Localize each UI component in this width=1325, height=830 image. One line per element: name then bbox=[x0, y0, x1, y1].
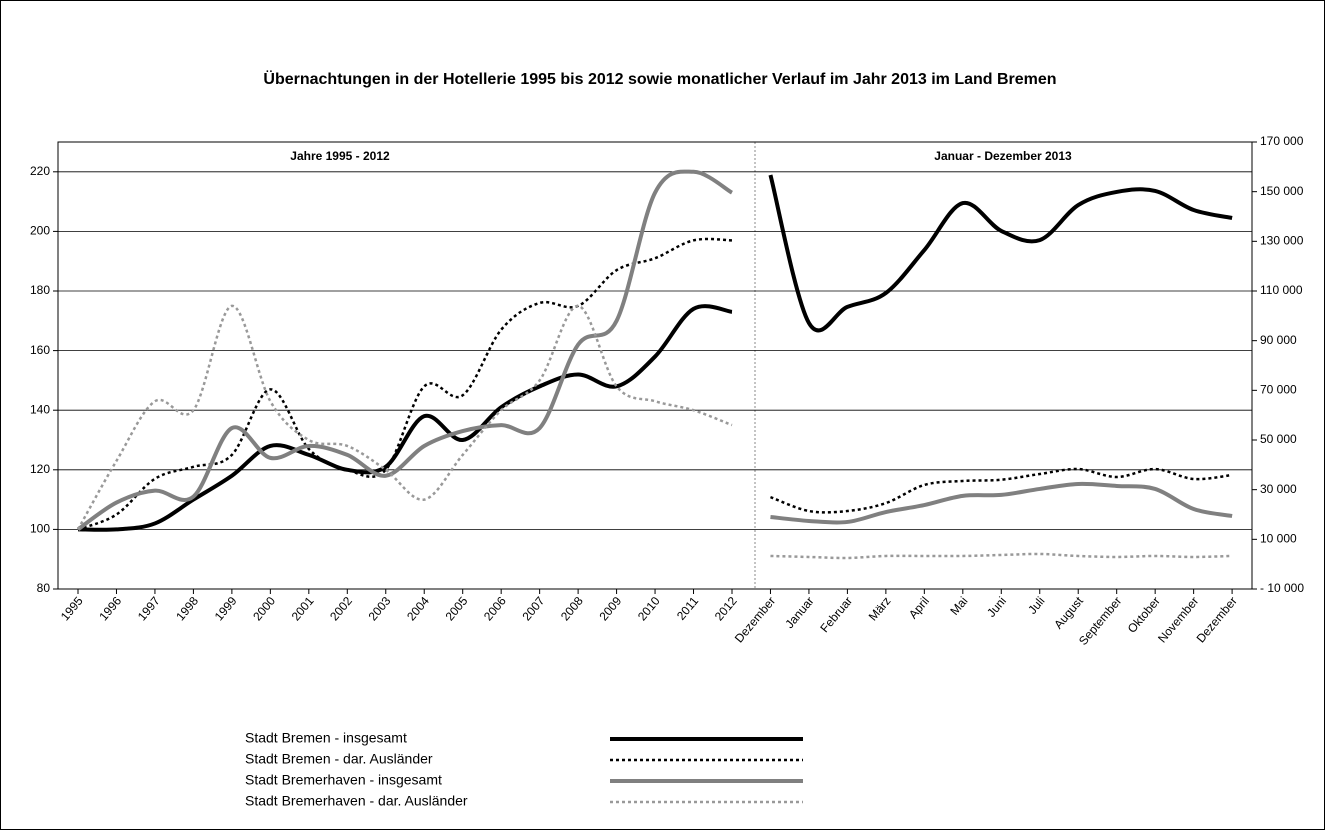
x-tick-label: 1999 bbox=[212, 594, 240, 624]
series-line bbox=[770, 467, 1233, 514]
y-tick-label: 120 bbox=[30, 462, 50, 476]
x-tick-label: 1996 bbox=[96, 594, 124, 624]
x-tick-label: Januar bbox=[782, 594, 816, 631]
x-tick-label: 1997 bbox=[135, 594, 163, 624]
x-tick-label: August bbox=[1051, 593, 1086, 631]
x-tick-label: April bbox=[906, 594, 932, 621]
y2-tick-label: - 10 000 bbox=[1260, 581, 1304, 595]
y2-tick-label: 70 000 bbox=[1260, 383, 1297, 397]
series-line bbox=[770, 552, 1233, 560]
y-tick-label: 220 bbox=[30, 164, 50, 178]
x-tick-label: Juli bbox=[1025, 594, 1047, 617]
x-tick-label: 2007 bbox=[519, 594, 547, 624]
x-tick-label: 2000 bbox=[250, 594, 278, 624]
y-tick-label: 200 bbox=[30, 224, 50, 238]
x-tick-label: Februar bbox=[817, 594, 855, 635]
y-tick-label: 180 bbox=[30, 283, 50, 297]
x-tick-label: Oktober bbox=[1125, 594, 1163, 636]
y-tick-label: 140 bbox=[30, 402, 50, 416]
legend-label: Stadt Bremerhaven - dar. Ausländer bbox=[245, 793, 468, 809]
x-tick-label: 2011 bbox=[674, 594, 702, 623]
chart-title: Übernachtungen in der Hotellerie 1995 bi… bbox=[263, 69, 1056, 88]
x-tick-label: 1995 bbox=[58, 594, 86, 624]
y2-tick-label: 170 000 bbox=[1260, 134, 1304, 148]
x-tick-label: 2009 bbox=[596, 594, 624, 624]
x-tick-label: März bbox=[866, 594, 894, 623]
legend-label: Stadt Bremen - insgesamt bbox=[245, 730, 407, 746]
x-tick-label: Juni bbox=[984, 594, 1009, 620]
y-tick-label: 160 bbox=[30, 343, 50, 357]
series-line bbox=[77, 237, 733, 531]
series-line bbox=[768, 174, 1233, 333]
series-line bbox=[770, 481, 1233, 525]
x-tick-label: 1998 bbox=[173, 594, 201, 624]
legend-label: Stadt Bremerhaven - insgesamt bbox=[245, 772, 442, 788]
y-tick-label: 80 bbox=[37, 581, 51, 595]
series-line bbox=[76, 304, 733, 531]
x-tick-label: 2004 bbox=[404, 594, 432, 624]
x-tick-label: Mai bbox=[947, 594, 970, 618]
legend-label: Stadt Bremen - dar. Ausländer bbox=[245, 751, 433, 767]
x-tick-label: 2012 bbox=[712, 594, 740, 624]
y2-tick-label: 50 000 bbox=[1260, 432, 1297, 446]
x-tick-label: 2006 bbox=[481, 594, 509, 624]
x-tick-label: 2008 bbox=[558, 594, 586, 624]
y2-tick-label: 90 000 bbox=[1260, 333, 1297, 347]
panel-title: Jahre 1995 - 2012 bbox=[290, 149, 390, 163]
y2-tick-label: 150 000 bbox=[1260, 184, 1304, 198]
y-tick-label: 100 bbox=[30, 522, 50, 536]
y2-tick-label: 110 000 bbox=[1260, 283, 1303, 297]
x-tick-label: 2010 bbox=[635, 594, 663, 624]
x-tick-label: 2001 bbox=[289, 594, 317, 624]
y2-tick-label: 10 000 bbox=[1260, 532, 1297, 546]
y2-tick-label: 130 000 bbox=[1260, 234, 1304, 248]
x-tick-label: Dezember bbox=[732, 594, 778, 645]
panel-title: Januar - Dezember 2013 bbox=[934, 149, 1072, 163]
x-tick-label: 2005 bbox=[443, 594, 471, 624]
series-line bbox=[77, 304, 733, 532]
x-tick-label: 2002 bbox=[327, 594, 355, 624]
series-line bbox=[76, 169, 734, 532]
y2-tick-label: 30 000 bbox=[1260, 482, 1297, 496]
x-tick-label: Dezember bbox=[1194, 594, 1240, 645]
x-tick-label: 2003 bbox=[366, 594, 394, 624]
